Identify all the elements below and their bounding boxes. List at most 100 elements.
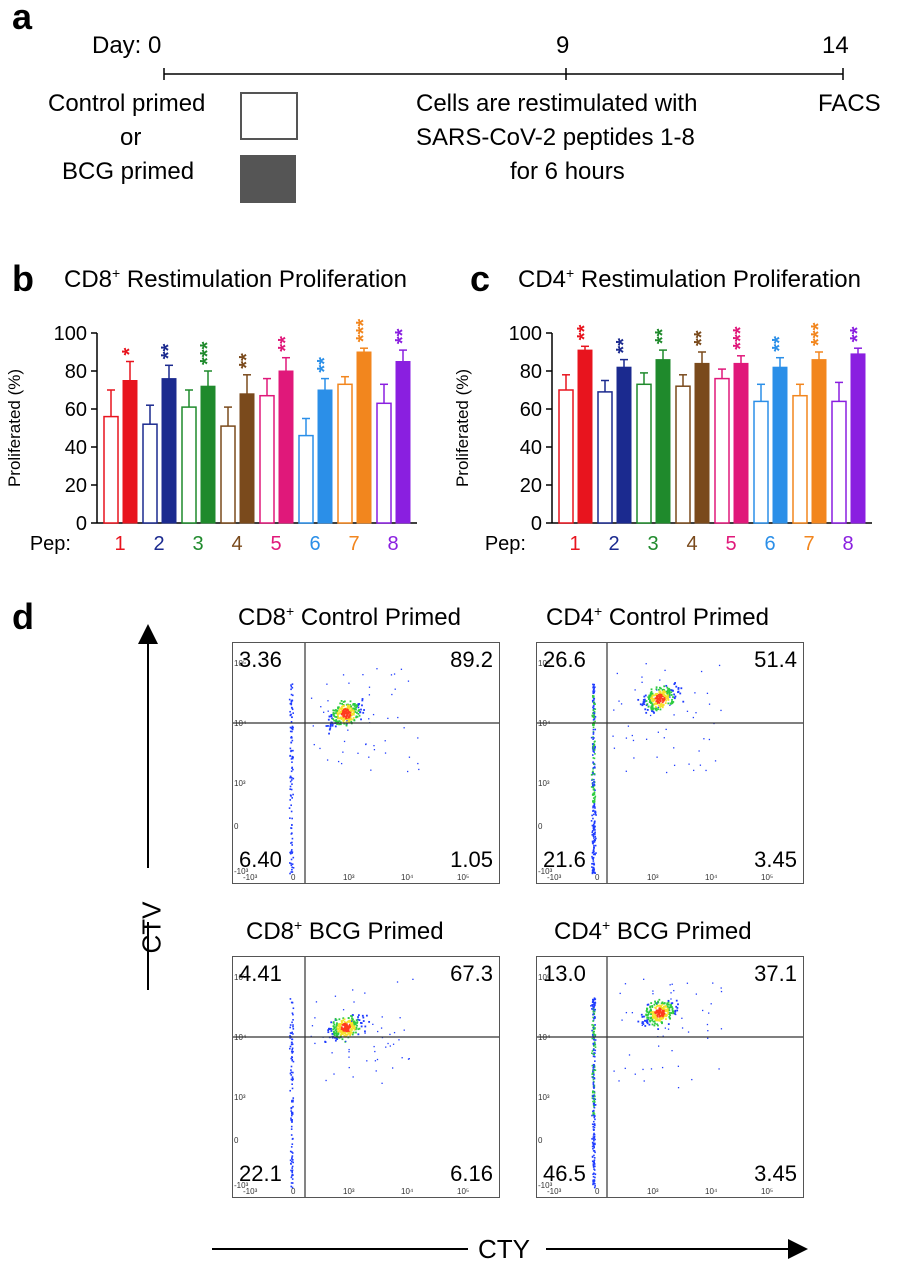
event-dot (349, 1019, 352, 1022)
event-dot (338, 1029, 341, 1032)
event-dot (667, 999, 670, 1002)
event-dot (289, 1024, 292, 1026)
event-dot (650, 690, 653, 693)
event-dot (291, 871, 294, 873)
event-dot (289, 754, 292, 757)
event-dot (592, 750, 595, 753)
event-dot (670, 1012, 673, 1015)
event-dot (642, 702, 644, 705)
event-dot (290, 736, 292, 739)
event-dot (373, 744, 375, 747)
event-dot (292, 1033, 294, 1035)
event-dot (330, 726, 332, 728)
event-dot (675, 999, 678, 1002)
event-dot (671, 1008, 674, 1011)
event-dot (330, 1021, 333, 1024)
event-dot (361, 704, 363, 707)
event-dot (590, 736, 593, 739)
event-dot (591, 773, 594, 776)
event-dot (650, 692, 653, 695)
event-dot (593, 703, 596, 705)
event-dot (327, 725, 329, 727)
event-dot (291, 1167, 293, 1169)
event-dot (342, 674, 345, 676)
event-dot (291, 851, 294, 853)
event-dot (593, 1101, 596, 1103)
event-dot (345, 1033, 347, 1036)
event-dot (590, 820, 593, 822)
panel-label-c: c (470, 258, 491, 299)
bar-control-pep8 (376, 402, 392, 524)
event-dot (671, 1049, 673, 1052)
event-dot (639, 703, 642, 706)
facs-3-quadrant-lower-right: 6.16 (450, 1161, 493, 1186)
event-dot (291, 1159, 294, 1161)
event-dot (346, 723, 348, 725)
bar-control-pep4 (220, 425, 236, 524)
bar-control-pep5 (714, 377, 730, 524)
facs-title-3-main: CD8 (246, 918, 295, 945)
event-dot (590, 1005, 592, 1007)
event-dot (319, 747, 321, 750)
event-dot (592, 793, 595, 796)
event-dot (651, 1005, 654, 1007)
event-dot (593, 1087, 595, 1089)
event-dot (593, 791, 596, 793)
event-dot (291, 716, 293, 718)
event-dot (593, 723, 595, 725)
event-dot (591, 785, 594, 787)
event-dot (291, 686, 294, 689)
event-dot (593, 1168, 595, 1170)
facs-y-tick: 10⁵ (234, 973, 246, 982)
event-dot (632, 739, 635, 742)
event-dot (370, 769, 372, 771)
event-dot (645, 663, 647, 665)
event-dot (334, 1017, 337, 1020)
event-dot (355, 715, 358, 718)
event-dot (591, 833, 594, 836)
event-dot (352, 703, 355, 705)
event-dot (591, 855, 593, 858)
event-dot (593, 1169, 596, 1171)
event-dot (314, 1042, 316, 1045)
event-dot (651, 694, 654, 697)
event-dot (591, 831, 594, 834)
event-dot (335, 1032, 338, 1034)
y-tick-label: 100 (54, 323, 87, 345)
event-dot (594, 810, 597, 813)
event-dot (290, 827, 293, 830)
event-dot (340, 1031, 342, 1034)
event-dot (593, 1104, 596, 1107)
event-dot (592, 1120, 595, 1123)
event-dot (675, 1013, 677, 1016)
event-dot (663, 698, 666, 701)
event-dot (291, 1171, 294, 1174)
event-dot (671, 983, 673, 985)
event-dot (291, 1182, 294, 1184)
event-dot (592, 1025, 595, 1028)
event-dot (342, 1019, 345, 1022)
facs-title-3-rest: BCG Primed (302, 918, 444, 945)
event-dot (664, 669, 666, 672)
event-dot (637, 1020, 640, 1023)
event-dot (646, 1022, 649, 1025)
event-dot (650, 1012, 653, 1014)
event-dot (348, 682, 350, 684)
event-dot (335, 1026, 338, 1029)
event-dot (595, 814, 597, 816)
event-dot (291, 849, 293, 851)
event-dot (647, 705, 650, 708)
facs-1-quadrant-upper-left: 3.36 (239, 647, 282, 672)
event-dot (593, 1006, 595, 1008)
event-dot (291, 1156, 293, 1159)
event-dot (649, 1008, 652, 1011)
chart-c-plot: 0 20 40 60 80 100 Proliferated (%) ** 1 ** 2 ** 3 ** 4… (453, 322, 872, 555)
event-dot (348, 1056, 350, 1058)
event-dot (594, 829, 596, 831)
event-dot (593, 805, 596, 808)
event-dot (290, 741, 293, 744)
event-dot (592, 856, 595, 859)
event-dot (592, 738, 594, 740)
event-dot (332, 1028, 334, 1031)
event-dot (653, 1020, 656, 1023)
